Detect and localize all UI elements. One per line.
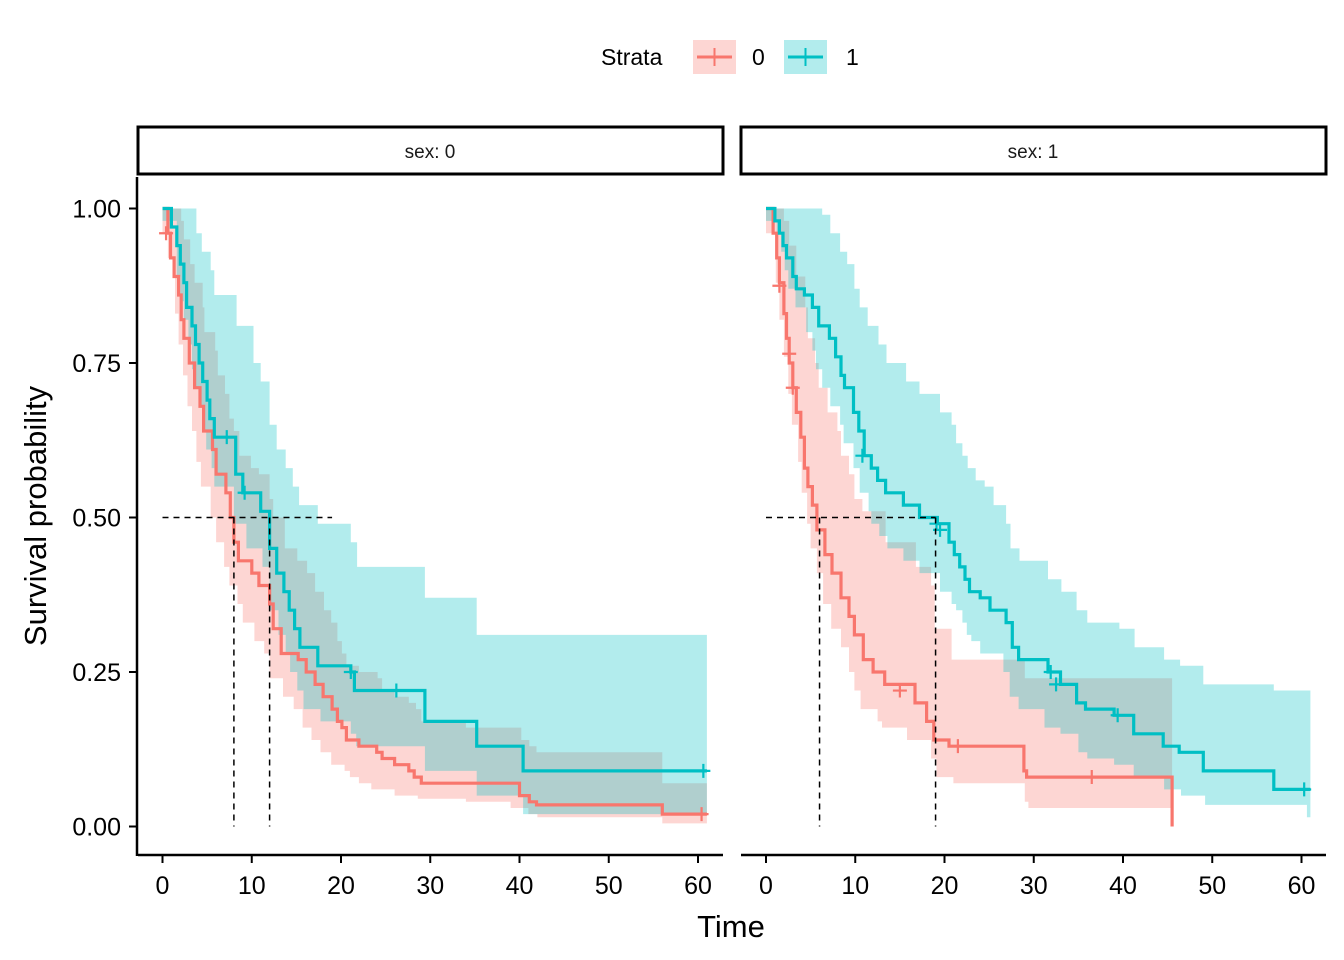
survival-line-strata-0 bbox=[162, 206, 707, 816]
legend: Strata 0 1 bbox=[601, 40, 859, 74]
y-tick-label: 0.50 bbox=[72, 505, 121, 533]
x-axis-title: Time bbox=[697, 909, 765, 944]
y-tick-label: 0.25 bbox=[72, 659, 121, 687]
x-tick-label: 50 bbox=[1198, 872, 1226, 900]
censor-mark bbox=[1297, 782, 1312, 797]
legend-title: Strata bbox=[601, 44, 663, 70]
panel-sex-0 bbox=[159, 206, 711, 827]
ci-band-strata-0 bbox=[162, 208, 707, 824]
ci-band-strata-1 bbox=[162, 208, 707, 815]
y-tick-label: 0.75 bbox=[72, 350, 121, 378]
x-tick-label: 20 bbox=[931, 872, 959, 900]
facet-strip-label: sex: 0 bbox=[405, 142, 456, 163]
x-tick-label: 30 bbox=[416, 872, 444, 900]
censor-mark bbox=[855, 448, 870, 463]
x-tick-label: 0 bbox=[156, 872, 170, 900]
censor-mark bbox=[237, 485, 252, 500]
censor-mark bbox=[782, 346, 797, 361]
x-tick-label: 10 bbox=[841, 872, 869, 900]
y-axis-title: Survival probability bbox=[18, 385, 53, 646]
censor-mark bbox=[892, 683, 907, 698]
y-tick-label: 0.00 bbox=[72, 814, 121, 842]
legend-key-0 bbox=[693, 40, 736, 74]
censor-mark bbox=[950, 739, 965, 754]
x-tick-label: 10 bbox=[238, 872, 266, 900]
x-tick-label: 50 bbox=[595, 872, 623, 900]
censor-mark bbox=[219, 430, 234, 445]
facet-strip-box bbox=[739, 125, 1328, 176]
censor-mark bbox=[1084, 770, 1099, 785]
axes: 0 10 20 30 40 50 60 0 10 20 30 40 50 60 0.00 0.25 0.50 0.… bbox=[72, 177, 1326, 900]
ci-band-strata-1 bbox=[766, 208, 1311, 818]
panel-sex-1 bbox=[766, 206, 1312, 827]
survival-line-strata-0 bbox=[766, 206, 1174, 827]
y-tick-label: 1.00 bbox=[72, 196, 121, 224]
censor-mark bbox=[389, 683, 404, 698]
x-tick-label: 60 bbox=[1288, 872, 1316, 900]
censor-mark bbox=[694, 807, 709, 822]
x-tick-label: 20 bbox=[327, 872, 355, 900]
legend-label-1: 1 bbox=[846, 44, 859, 70]
facet-strip-box bbox=[136, 125, 725, 176]
survival-line-strata-1 bbox=[766, 206, 1311, 791]
censor-mark bbox=[785, 380, 800, 395]
facet-strip-0: sex: 0 bbox=[136, 125, 725, 176]
facet-strip-label: sex: 1 bbox=[1008, 142, 1059, 163]
x-tick-label: 40 bbox=[1109, 872, 1137, 900]
x-tick-label: 0 bbox=[759, 872, 773, 900]
censor-mark bbox=[159, 226, 174, 241]
censor-mark bbox=[772, 278, 787, 293]
facet-strip-1: sex: 1 bbox=[739, 125, 1328, 176]
x-tick-label: 30 bbox=[1020, 872, 1048, 900]
censor-mark bbox=[1049, 677, 1064, 692]
censor-mark bbox=[343, 665, 358, 679]
x-tick-label: 40 bbox=[506, 872, 534, 900]
censor-mark bbox=[696, 763, 711, 778]
legend-key-1 bbox=[784, 40, 827, 74]
censor-mark bbox=[1043, 665, 1058, 679]
x-tick-label: 60 bbox=[684, 872, 712, 900]
censor-mark bbox=[1110, 708, 1125, 723]
legend-label-0: 0 bbox=[752, 44, 765, 70]
